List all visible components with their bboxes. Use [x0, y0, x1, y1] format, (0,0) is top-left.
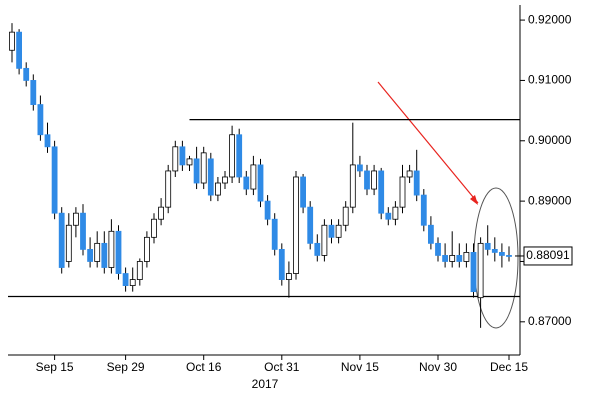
candle-body — [30, 80, 37, 105]
candle-body — [420, 194, 427, 226]
candle-body — [236, 134, 243, 178]
candle-body — [427, 224, 434, 244]
candle-body — [108, 230, 115, 268]
x-tick-label: Nov 30 — [419, 360, 457, 374]
annotation-arrow — [377, 81, 479, 204]
candle-body — [293, 176, 299, 274]
candle-body — [87, 248, 93, 262]
candle-body — [229, 134, 236, 178]
candle-body — [122, 273, 129, 287]
candle-body — [186, 158, 193, 166]
candle-body — [143, 236, 150, 262]
x-tick-label: Nov 15 — [341, 360, 379, 374]
candle-body — [314, 242, 321, 256]
candle-body — [165, 170, 172, 208]
candle-body — [151, 218, 157, 238]
candle-body — [271, 218, 278, 250]
candle-body — [406, 170, 413, 178]
candle-body — [435, 242, 441, 256]
year-label: 2017 — [252, 377, 279, 391]
candle-body — [222, 176, 228, 184]
candle-body — [257, 164, 264, 202]
candle-body — [364, 170, 370, 190]
candle-body — [498, 252, 505, 256]
candle-body — [484, 242, 491, 250]
candle-body — [51, 146, 58, 214]
candle-body — [37, 104, 44, 136]
candle-body — [44, 134, 51, 148]
candle-body — [307, 206, 314, 244]
candle-body — [335, 224, 342, 238]
candle-body — [463, 252, 470, 262]
candle-body — [9, 31, 15, 51]
candle-body — [158, 206, 165, 220]
candle-body — [101, 242, 108, 268]
candle-body — [506, 255, 512, 257]
candle-body — [58, 212, 65, 268]
candle-body — [470, 252, 477, 293]
candle-body — [23, 67, 30, 81]
candle-body — [300, 176, 307, 208]
x-tick-label: Sep 15 — [36, 360, 74, 374]
candle-body — [491, 248, 498, 253]
candle-body — [342, 206, 349, 226]
candle-body — [179, 146, 186, 166]
y-tick-label: 0.89000 — [528, 193, 572, 207]
last-price-label: 0.88091 — [526, 248, 570, 262]
candle-body — [278, 248, 285, 280]
candle-body — [456, 255, 463, 262]
candle-body — [129, 279, 136, 287]
candle-body — [349, 164, 356, 208]
candle-body — [449, 255, 456, 262]
candle-body — [193, 158, 200, 184]
candle-body — [200, 152, 207, 184]
candle-body — [385, 212, 392, 220]
y-tick-label: 0.92000 — [528, 12, 572, 26]
candle-body — [392, 206, 399, 220]
y-tick-label: 0.91000 — [528, 73, 572, 87]
candle-body — [243, 176, 250, 190]
candle-body — [214, 182, 221, 196]
x-tick-label: Dec 15 — [490, 360, 528, 374]
candle-body — [413, 170, 420, 196]
candle-body — [94, 242, 101, 262]
candle-body — [321, 224, 328, 256]
candle-body — [328, 224, 335, 238]
last-price-box — [523, 246, 573, 266]
candle-body — [73, 212, 79, 226]
candle-body — [16, 31, 23, 69]
y-tick-label: 0.90000 — [528, 133, 572, 147]
candle-body — [264, 200, 271, 220]
candle-body — [378, 170, 385, 214]
candle-body — [399, 176, 406, 208]
candle-body — [285, 273, 292, 280]
candle-body — [80, 212, 86, 250]
candle-body — [356, 164, 363, 172]
candle-body — [442, 255, 449, 262]
candle-body — [250, 164, 257, 190]
candle-body — [136, 261, 143, 280]
x-tick-label: Oct 31 — [264, 360, 300, 374]
candle-body — [65, 224, 72, 262]
candle-body — [207, 158, 214, 196]
candle-body — [477, 242, 484, 299]
x-tick-label: Sep 29 — [107, 360, 145, 374]
candle-body — [172, 146, 179, 172]
candle-body — [115, 230, 122, 274]
arrow-head — [470, 195, 478, 205]
x-tick-label: Oct 16 — [186, 360, 222, 374]
candle-body — [371, 170, 378, 190]
y-tick-label: 0.87000 — [528, 314, 572, 328]
